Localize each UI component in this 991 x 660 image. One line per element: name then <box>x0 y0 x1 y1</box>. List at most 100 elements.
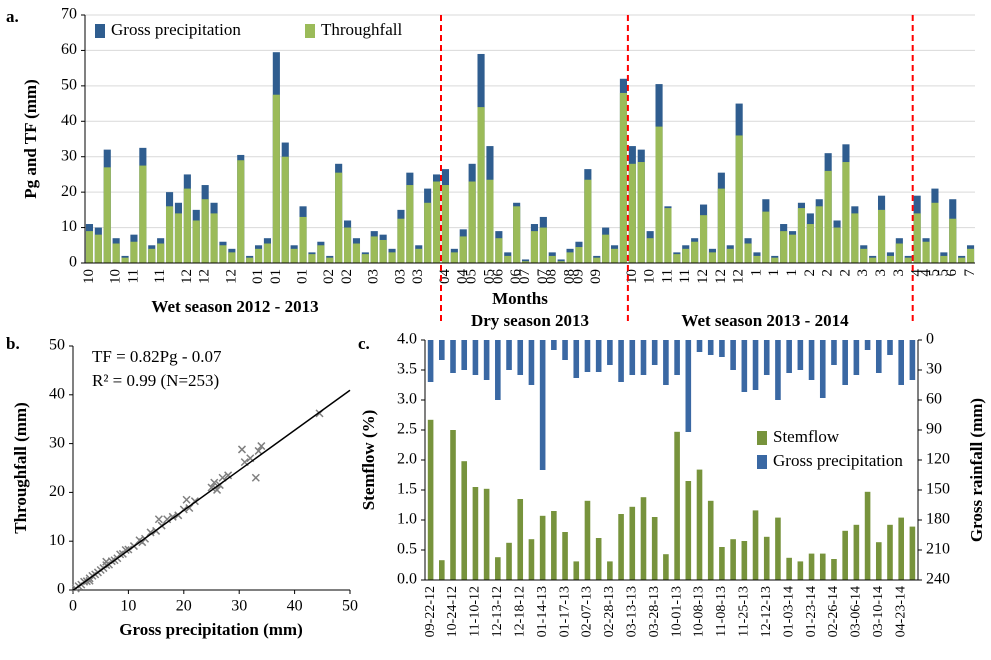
legend-label: Gross precipitation <box>773 451 903 470</box>
bar <box>607 561 613 580</box>
y-tick-label: 10 <box>49 532 65 549</box>
y2-tick-label: 240 <box>926 571 950 588</box>
season-label: Wet season 2012 - 2013 <box>151 297 318 316</box>
bar <box>427 419 434 580</box>
bar <box>174 213 183 263</box>
legend-swatch <box>757 431 767 445</box>
bar <box>877 209 886 263</box>
bar <box>299 216 307 263</box>
point <box>163 515 172 524</box>
x-tick-label: 03-13-13 <box>625 586 640 637</box>
point <box>237 445 247 454</box>
bar <box>824 170 832 263</box>
bar <box>730 539 736 580</box>
bar <box>201 199 209 263</box>
x-tick-label: 11 <box>659 269 675 283</box>
x-tick-label: 09 <box>588 269 604 284</box>
bar <box>566 252 574 263</box>
bar <box>685 481 692 580</box>
bar <box>752 340 759 390</box>
x-tick-label: 12-12-13 <box>759 586 774 637</box>
bar <box>922 241 930 263</box>
y2-tick-label: 180 <box>926 511 950 528</box>
bar <box>192 220 200 263</box>
x-tick-label: 1 <box>784 269 800 277</box>
bar <box>735 135 743 263</box>
bar <box>388 252 396 263</box>
y2-tick-label: 210 <box>926 541 950 558</box>
y2-tick-label: 60 <box>926 391 942 408</box>
point <box>251 473 260 482</box>
panel-label: c. <box>358 334 370 353</box>
bar <box>530 231 539 263</box>
x-tick-label: 5 <box>935 269 951 277</box>
bar <box>808 340 815 380</box>
bar <box>551 340 557 350</box>
y-tick-label: 1.5 <box>397 481 417 498</box>
bar <box>815 206 823 263</box>
bar <box>628 163 636 263</box>
bar <box>343 227 352 263</box>
x-tick-label: 06 <box>508 269 524 285</box>
x-tick-label: 10 <box>624 269 640 284</box>
x-tick-label: 12 <box>197 269 213 284</box>
bar <box>539 340 546 470</box>
y-tick-label: 1.0 <box>397 511 417 528</box>
bar <box>424 202 432 263</box>
fit-line <box>73 389 351 591</box>
x-tick-label: 11-25-13 <box>737 586 752 637</box>
bar <box>575 247 583 263</box>
y2-tick-label: 0 <box>926 331 934 348</box>
y-tick-label: 40 <box>49 385 65 402</box>
x-tick-label: 0 <box>69 598 77 615</box>
bar <box>593 257 601 263</box>
bar <box>148 248 156 263</box>
legend-label: Gross precipitation <box>111 20 241 39</box>
x-tick-label: 10-01-13 <box>669 586 684 637</box>
bar <box>696 469 703 580</box>
bar <box>139 165 147 263</box>
bar <box>308 254 316 263</box>
y2-tick-label: 90 <box>926 421 942 438</box>
x-tick-label: 2 <box>837 269 853 277</box>
x-tick-label: 08 <box>561 269 577 284</box>
legend-label: Stemflow <box>773 427 840 446</box>
bar <box>674 431 680 580</box>
x-tick-label: 2 <box>820 269 836 277</box>
bar <box>517 499 524 580</box>
y2-tick-label: 30 <box>926 361 942 378</box>
bar <box>833 227 841 263</box>
bar <box>439 340 445 360</box>
bar <box>562 532 568 580</box>
bar <box>875 542 882 580</box>
x-tick-label: 02 <box>339 269 355 284</box>
bar <box>788 234 797 263</box>
y-tick-label: 3.0 <box>397 391 417 408</box>
bar <box>741 340 748 392</box>
x-tick-label: 10 <box>81 269 97 284</box>
x-tick-label: 09-22-12 <box>423 586 438 637</box>
bar <box>539 515 546 580</box>
bar <box>719 340 725 357</box>
bar <box>808 553 815 580</box>
x-tick-label: 12 <box>731 269 747 284</box>
bar <box>674 340 680 375</box>
bar <box>730 340 736 370</box>
bar <box>183 188 191 263</box>
y-tick-label: 20 <box>49 483 65 500</box>
bar <box>780 231 788 263</box>
x-axis-title: Gross precipitation (mm) <box>119 620 303 639</box>
x-tick-label: 02-28-13 <box>602 586 617 637</box>
x-tick-label: 03 <box>392 269 408 284</box>
bar <box>219 245 227 263</box>
bar <box>618 514 624 580</box>
bar <box>415 248 423 263</box>
bar <box>771 257 779 263</box>
y-tick-label: 20 <box>61 183 77 200</box>
x-tick-label: 2 <box>802 269 818 277</box>
panel-label: a. <box>6 7 19 26</box>
bar <box>898 340 904 385</box>
x-tick-label: 40 <box>287 598 303 615</box>
x-tick-label: 20 <box>176 598 192 615</box>
x-tick-label: 01-14-13 <box>535 586 550 637</box>
